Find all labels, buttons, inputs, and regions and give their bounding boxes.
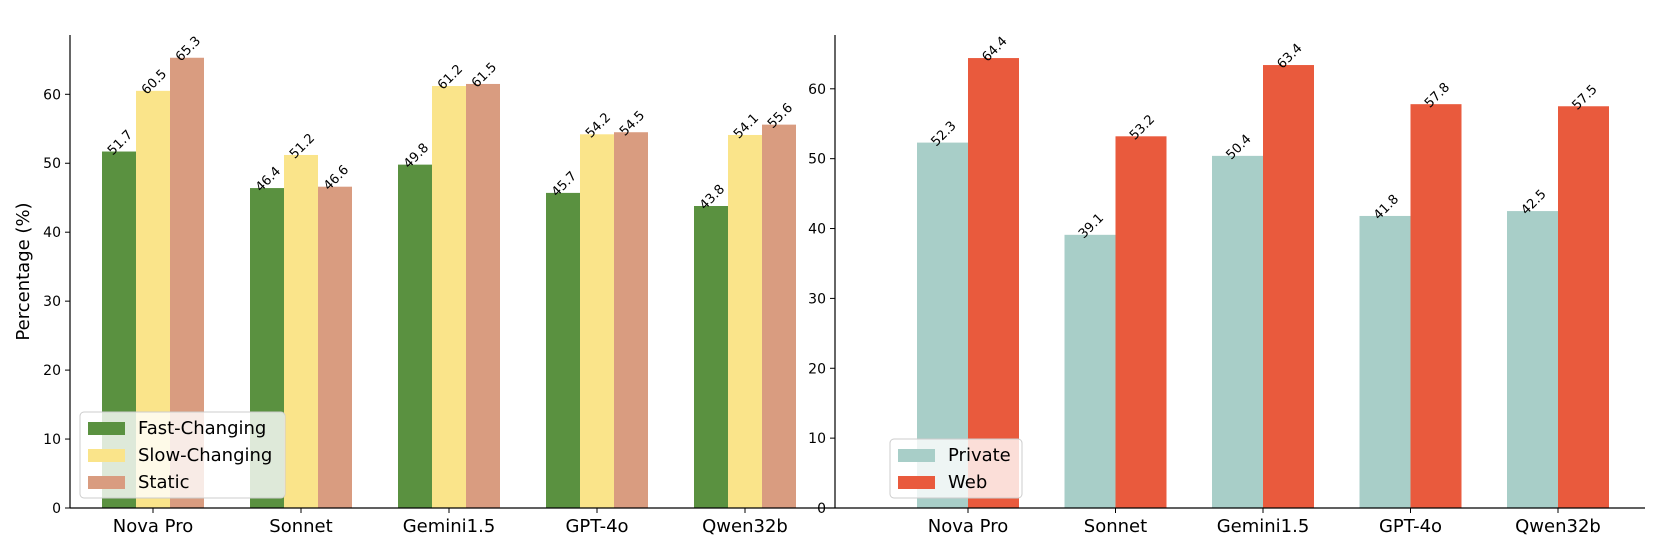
bar-private-qwen32b bbox=[1507, 211, 1558, 508]
y-tick-label-60: 60 bbox=[808, 82, 826, 98]
y-tick-label-20: 20 bbox=[43, 363, 61, 379]
x-tick-label-nova-pro: Nova Pro bbox=[928, 516, 1008, 537]
x-tick-label-sonnet: Sonnet bbox=[1084, 516, 1147, 537]
y-tick-label-60: 60 bbox=[43, 87, 61, 103]
bar-static-gpt-4o bbox=[614, 132, 648, 508]
y-tick-label-0: 0 bbox=[52, 501, 61, 517]
legend-label-web: Web bbox=[948, 472, 987, 493]
y-tick-label-50: 50 bbox=[808, 152, 826, 168]
y-tick-label-30: 30 bbox=[43, 294, 61, 310]
bar-private-sonnet bbox=[1064, 234, 1116, 508]
bar-static-gemini1-5 bbox=[466, 83, 500, 509]
bar-fast-changing-gemini1-5 bbox=[398, 164, 432, 508]
bar-private-gpt-4o bbox=[1359, 215, 1411, 508]
bar-private-gemini1-5 bbox=[1212, 155, 1263, 509]
bar-static-sonnet bbox=[318, 186, 352, 508]
legend-label-fast-changing: Fast-Changing bbox=[138, 418, 266, 439]
x-tick-label-gpt-4o: GPT-4o bbox=[1379, 516, 1442, 537]
bar-slow-changing-gemini1-5 bbox=[432, 86, 466, 509]
bar-slow-changing-sonnet bbox=[284, 154, 318, 508]
y-tick-label-50: 50 bbox=[43, 156, 61, 172]
x-tick-label-gemini1-5: Gemini1.5 bbox=[1217, 516, 1310, 537]
y-tick-label-40: 40 bbox=[808, 222, 826, 238]
y-tick-label-30: 30 bbox=[808, 291, 826, 307]
legend-box bbox=[79, 411, 286, 499]
x-tick-label-nova-pro: Nova Pro bbox=[113, 516, 193, 537]
legend: Private Web bbox=[889, 438, 1023, 499]
bar-fast-changing-gpt-4o bbox=[546, 192, 580, 509]
bar-web-gpt-4o bbox=[1410, 104, 1462, 508]
bar-web-qwen32b bbox=[1558, 106, 1609, 508]
bar-fast-changing-qwen32b bbox=[694, 205, 728, 509]
x-tick-label-gpt-4o: GPT-4o bbox=[565, 516, 628, 537]
bar-web-nova-pro bbox=[968, 58, 1019, 509]
y-tick-label-10: 10 bbox=[808, 431, 826, 447]
legend-label-static: Static bbox=[138, 472, 189, 493]
x-tick-label-sonnet: Sonnet bbox=[269, 516, 332, 537]
bar-static-qwen32b bbox=[762, 124, 796, 509]
x-tick-label-gemini1-5: Gemini1.5 bbox=[403, 516, 496, 537]
legend: Fast-Changing Slow-Changing Static bbox=[79, 411, 286, 499]
bar-web-gemini1-5 bbox=[1263, 65, 1314, 508]
y-axis-label: Percentage (%) bbox=[13, 202, 34, 340]
x-tick-label-qwen32b: Qwen32b bbox=[702, 516, 788, 537]
y-tick-label-20: 20 bbox=[808, 361, 826, 377]
legend-label-slow-changing: Slow-Changing bbox=[138, 445, 272, 466]
y-tick-label-40: 40 bbox=[43, 225, 61, 241]
legend-swatch-web bbox=[898, 476, 935, 489]
x-tick-label-qwen32b: Qwen32b bbox=[1515, 516, 1601, 537]
bar-web-sonnet bbox=[1115, 136, 1167, 508]
bar-slow-changing-qwen32b bbox=[728, 134, 762, 508]
legend-swatch-slow-changing bbox=[88, 449, 125, 462]
bar-slow-changing-gpt-4o bbox=[580, 134, 614, 508]
legend-swatch-private bbox=[898, 449, 935, 462]
y-tick-label-10: 10 bbox=[43, 432, 61, 448]
legend-swatch-static bbox=[88, 476, 125, 489]
y-tick-label-0: 0 bbox=[817, 501, 826, 517]
legend-label-private: Private bbox=[948, 445, 1011, 466]
legend-swatch-fast-changing bbox=[88, 422, 125, 435]
